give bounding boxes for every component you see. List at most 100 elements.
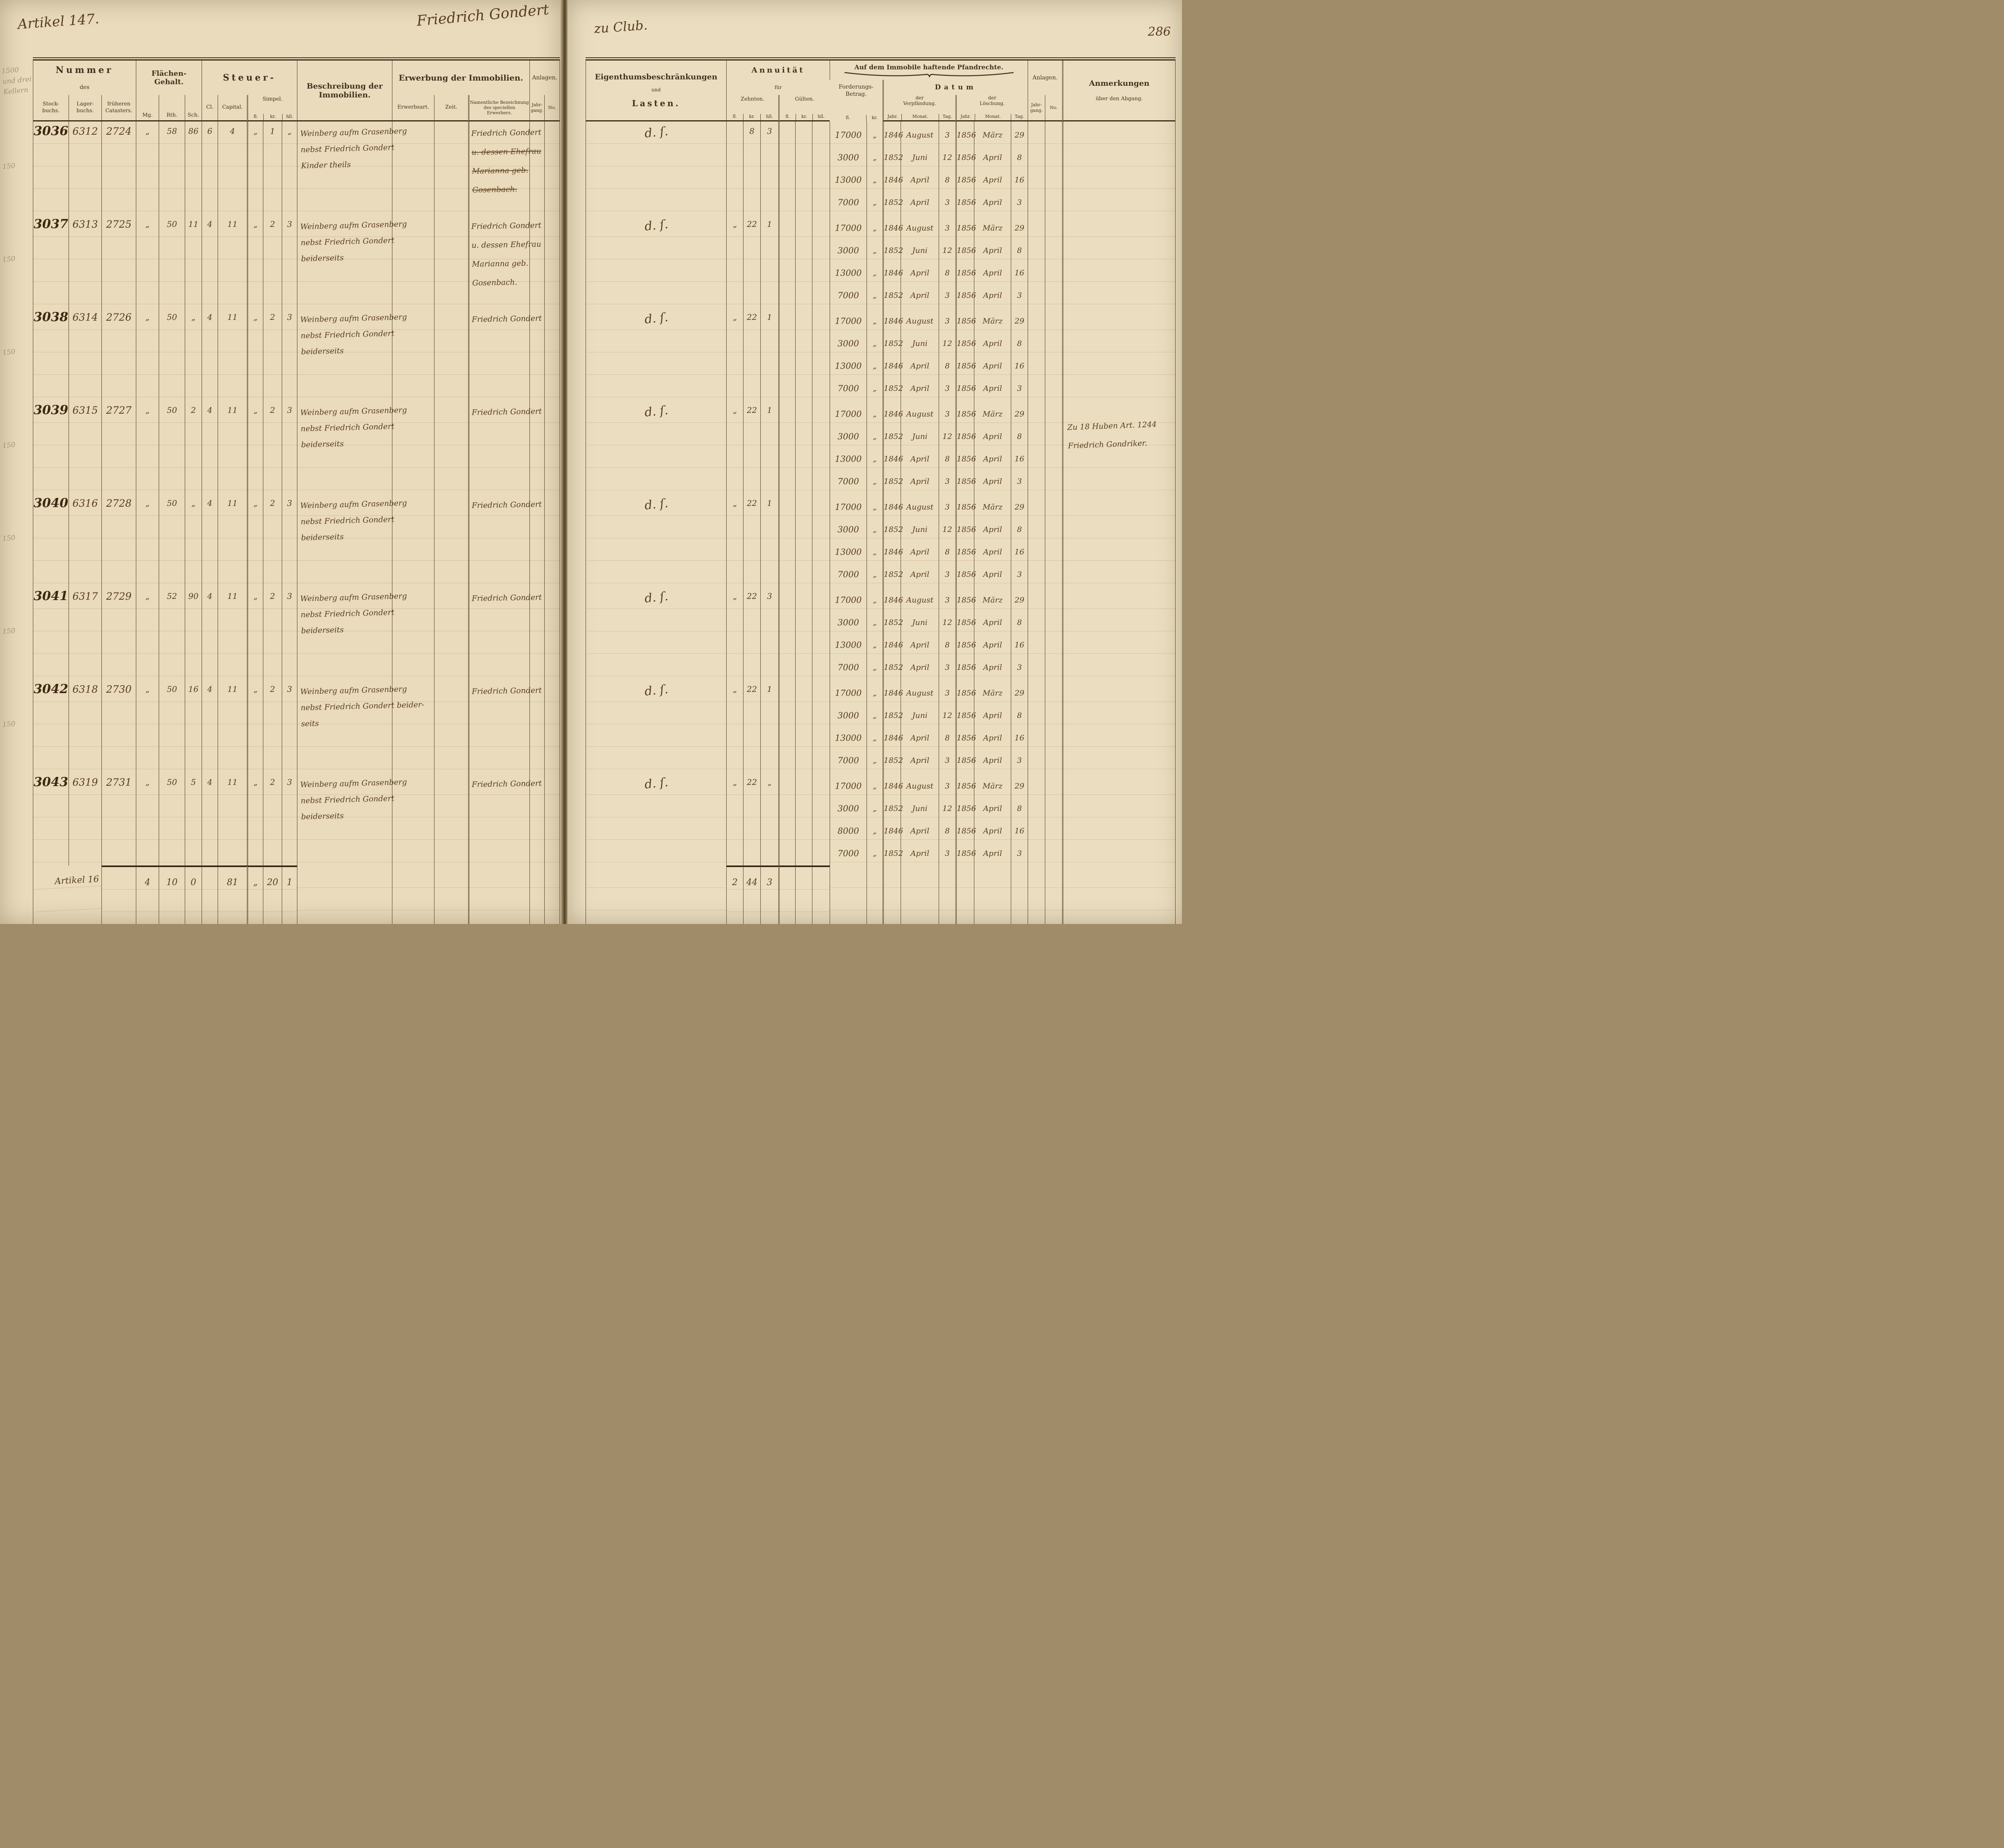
handwritten-line: Weinberg aufm Grasenberg (300, 684, 407, 696)
cell-anlagen-no-r (1045, 772, 1062, 865)
pfand-line: 3 (945, 663, 950, 672)
cell-anlagen-no-r (1045, 400, 1062, 493)
totals-spacer-besch (297, 865, 392, 924)
erwerber-text: Friedrich Gondert (469, 586, 542, 609)
cell-anlagen-no (544, 400, 560, 493)
totals-spacer-erwart (392, 865, 434, 924)
cell-pfand-kr: „ „ „ „ (867, 493, 883, 586)
cell-anlagen-jahrgang-r (1028, 400, 1045, 493)
pfand-line: April (983, 711, 1002, 720)
cell-zeit (434, 307, 468, 400)
pfand-line: 7000 (837, 477, 859, 486)
handwritten-line: nebst Friedrich Gondert (300, 236, 395, 247)
cell-guelten-kr (795, 214, 812, 307)
totals-simpel-hll: 1 (282, 865, 297, 924)
pfand-line: 1846 (884, 131, 903, 140)
totals-zehnten-kr: 44 (743, 865, 760, 924)
pfand-line: „ (873, 455, 877, 463)
pfand-line: August (906, 410, 933, 419)
cell-pfand-lm: März April April April (974, 493, 1011, 586)
totals-spacer-erw (468, 865, 529, 924)
cell-pfand-betrag: 17000 3000 13000 7000 (830, 493, 867, 586)
cell-pfand-kr: „ „ „ „ (867, 121, 883, 214)
pfand-line: 1846 (884, 827, 903, 835)
pfand-line: 1856 (957, 804, 976, 813)
pfand-line: 17000 (835, 130, 862, 140)
handwritten-line: Friedrich Gondert (471, 407, 542, 417)
handwritten-line: Friedrich Gondert (471, 779, 542, 789)
cell-pfand-lj: 1856 1856 1856 1856 (956, 772, 976, 865)
pfand-line: April (983, 339, 1002, 348)
pfand-line: 12 (942, 153, 952, 162)
handwritten-line: Weinberg aufm Grasenberg (300, 219, 407, 231)
pfand-line: August (906, 131, 933, 140)
pfand-line: 1846 (884, 548, 903, 556)
pfand-line: 3 (945, 503, 950, 512)
pfand-line: 16 (1014, 548, 1024, 556)
cell-erwerber: Friedrich Gondert (468, 772, 542, 865)
cell-beschreibung: Weinberg aufm Grasenberg nebst Friedrich … (297, 492, 407, 586)
cell-pfand-kr: „ „ „ „ (867, 307, 883, 400)
pfand-line: 1856 (957, 570, 976, 579)
header-no-right: No. (1045, 95, 1062, 121)
cell-lagerbuch: 6319 (69, 772, 101, 865)
handwritten-line: Weinberg aufm Grasenberg (300, 126, 407, 138)
cell-guelten-kr (795, 400, 812, 493)
cell-mg: „ (136, 400, 159, 493)
totals-r-sp11 (1062, 865, 1175, 924)
cell-pfand-lt: 29 8 16 3 (1011, 679, 1028, 772)
header-annuitaet: Annuität (726, 61, 830, 80)
pfand-line: 1856 (957, 596, 976, 605)
header-sch: Sch. (185, 95, 202, 121)
totals-zehnten-fl: 2 (726, 865, 743, 924)
pfand-line: April (983, 827, 1002, 835)
cell-anlagen-jahrgang-r (1028, 214, 1045, 307)
pfand-line: April (910, 663, 929, 672)
cell-pfand-vm: August Juni April April (901, 679, 939, 772)
handwritten-line: beiderseits (301, 253, 344, 263)
cell-pfand-betrag: 17000 3000 13000 7000 (830, 214, 867, 307)
pfand-line: 1856 (957, 224, 976, 233)
cell-beschreibung: Weinberg aufm Grasenberg nebst Friedrich … (297, 214, 407, 307)
pfand-line: 13000 (835, 547, 862, 557)
forderung-units: fl. kr. (830, 115, 883, 121)
pfand-line: 3 (1017, 198, 1022, 207)
erwerber-text: Friedrich Gondert u. dessen Ehefrau Marian… (469, 214, 541, 293)
cell-mg: „ (136, 121, 159, 214)
pfand-line: 12 (942, 525, 952, 534)
cell-s_kr: 2 (263, 400, 282, 493)
cell-pfand-betrag: 17000 3000 8000 7000 (830, 772, 867, 865)
header-stockbuchs: Stock- buchs. (33, 95, 69, 121)
cell-anlagen-no (544, 772, 560, 865)
handwritten-line: Gosenbach. (472, 278, 517, 288)
pfand-line: 3 (945, 291, 950, 300)
beschreibung-text: Weinberg aufm Grasenberg nebst Friedrich … (297, 399, 407, 453)
beschreibung-text: Weinberg aufm Grasenberg nebst Friedrich … (297, 492, 407, 546)
cell-pfand-vj: 1846 1852 1846 1852 (883, 772, 903, 865)
cell-cl: 4 (202, 772, 218, 865)
cell-anlagen-jahrgang-r (1028, 679, 1045, 772)
cell-cataster: 2729 (101, 586, 136, 679)
totals-label: Artikel 16 (32, 863, 103, 924)
pencil-margin-note: 1500 und drei Kellern (1, 66, 32, 97)
cell-zehnten-fl: „ (726, 586, 743, 679)
cell-sch: 90 (185, 586, 202, 679)
pfand-line: 16 (1014, 641, 1024, 649)
cell-guelten-hll (812, 586, 830, 679)
pfand-line: April (983, 477, 1002, 486)
top-annotations-left: Artikel 147. Friedrich Gondert (0, 0, 561, 59)
pfand-line: 8 (945, 176, 950, 184)
handwritten-line: Weinberg aufm Grasenberg (300, 498, 407, 510)
cell-rth: 50 (159, 772, 185, 865)
cell-erwerbsart (392, 400, 434, 493)
pfand-line: 29 (1014, 503, 1024, 512)
erwerber-text: Friedrich Gondert (469, 493, 542, 516)
pfand-line: 1856 (957, 525, 976, 534)
cell-sch: „ (185, 307, 202, 400)
cell-anmerkung (1062, 679, 1175, 772)
pfand-line: 1852 (884, 711, 903, 720)
totals-cataster (101, 865, 136, 924)
cell-s_kr: 2 (263, 307, 282, 400)
totals-zehnten-hll: 3 (760, 865, 778, 924)
cell-guelten-fl (778, 307, 795, 400)
